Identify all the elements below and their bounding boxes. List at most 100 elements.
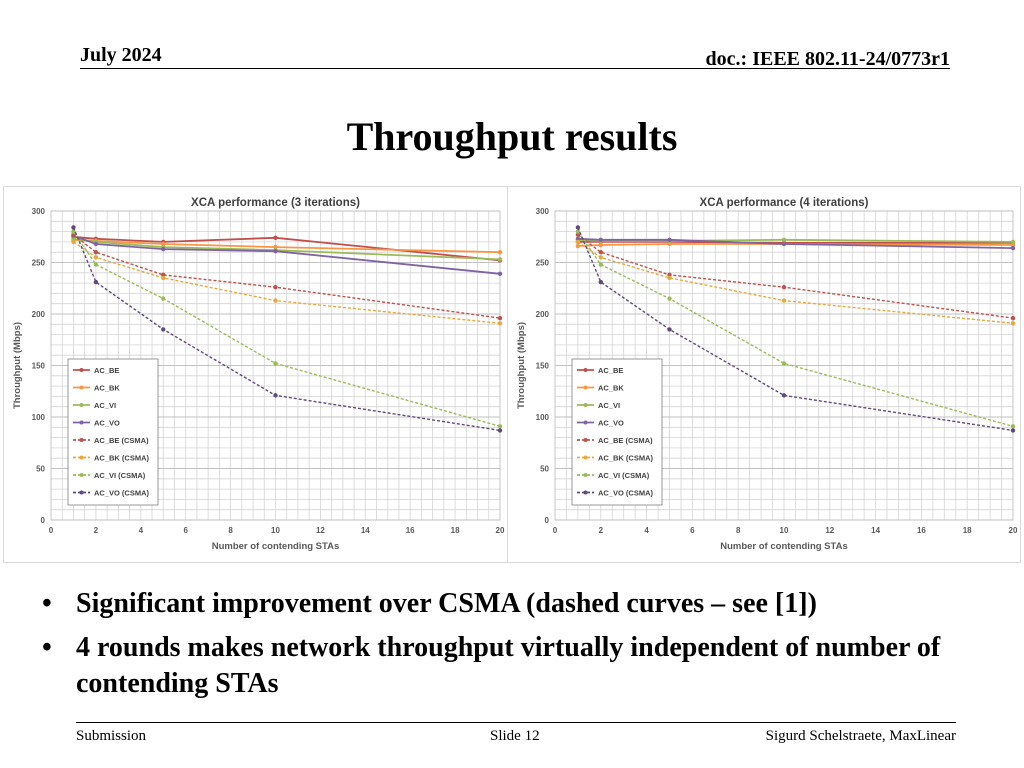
footer-submission: Submission bbox=[76, 728, 147, 744]
data-point bbox=[1010, 242, 1016, 248]
x-tick-label: 10 bbox=[780, 526, 789, 535]
x-tick-label: 4 bbox=[139, 526, 144, 535]
legend-box bbox=[571, 358, 663, 506]
data-point bbox=[273, 361, 278, 366]
data-point bbox=[1010, 315, 1016, 321]
data-point bbox=[497, 271, 503, 277]
legend-marker bbox=[583, 368, 588, 372]
x-tick-label: 0 bbox=[49, 526, 54, 535]
y-tick-label: 200 bbox=[32, 310, 46, 319]
x-tick-label: 6 bbox=[690, 526, 695, 535]
data-point bbox=[781, 285, 787, 290]
data-point bbox=[781, 393, 787, 398]
x-tick-label: 8 bbox=[228, 526, 233, 535]
data-point bbox=[71, 225, 76, 230]
data-point bbox=[161, 246, 166, 252]
y-tick-label: 300 bbox=[536, 207, 550, 216]
header-doc-id: doc.: IEEE 802.11-24/0773r1 bbox=[705, 48, 950, 70]
data-point bbox=[497, 321, 503, 326]
data-point bbox=[497, 424, 503, 429]
legend-marker bbox=[79, 490, 84, 495]
legend-marker bbox=[79, 403, 84, 407]
legend-marker bbox=[79, 385, 84, 390]
chart-panel-4-iterations: XCA performance (4 iterations) 0 50 100 150 2… bbox=[507, 186, 1021, 563]
header-date: July 2024 bbox=[80, 44, 162, 66]
plot-area bbox=[50, 210, 501, 521]
footer-slide-number: Slide 12 bbox=[490, 728, 540, 744]
legend-marker bbox=[583, 403, 588, 407]
data-point bbox=[575, 225, 581, 230]
legend-label: AC_VO bbox=[598, 419, 624, 428]
x-tick-label: 14 bbox=[871, 526, 880, 535]
data-point bbox=[598, 242, 603, 248]
bullet-dot-icon: • bbox=[42, 588, 52, 619]
legend-marker bbox=[79, 455, 84, 460]
data-point bbox=[93, 255, 99, 260]
data-point bbox=[667, 237, 672, 243]
data-point bbox=[497, 428, 503, 433]
data-point bbox=[273, 248, 278, 254]
data-point bbox=[273, 244, 278, 250]
data-point bbox=[781, 298, 787, 303]
x-tick-label: 4 bbox=[644, 526, 649, 535]
data-point bbox=[575, 236, 581, 242]
y-tick-label: 150 bbox=[32, 362, 46, 371]
y-tick-label: 100 bbox=[32, 413, 46, 422]
series-line bbox=[73, 234, 501, 319]
y-tick-label: 50 bbox=[540, 465, 549, 474]
data-point bbox=[273, 285, 278, 290]
y-tick-label: 300 bbox=[32, 207, 46, 216]
data-point bbox=[273, 393, 278, 398]
data-point bbox=[1010, 239, 1016, 245]
legend-marker bbox=[79, 438, 84, 442]
data-point bbox=[161, 327, 166, 332]
data-point bbox=[273, 298, 278, 303]
legend-label: AC_BE bbox=[94, 366, 119, 375]
data-point bbox=[93, 279, 99, 285]
y-tick-label: 0 bbox=[41, 516, 46, 525]
x-axis-label: Number of contending STAs bbox=[212, 541, 340, 552]
legend-marker bbox=[583, 420, 588, 425]
legend-label: AC_BK (CSMA) bbox=[598, 454, 654, 463]
data-point bbox=[1010, 424, 1016, 429]
data-point bbox=[598, 262, 603, 267]
legend-marker bbox=[583, 473, 588, 477]
x-tick-label: 18 bbox=[963, 526, 972, 535]
bullet-item: • Significant improvement over CSMA (dash… bbox=[42, 586, 1002, 622]
data-point bbox=[598, 255, 603, 260]
legend-label: AC_VO (CSMA) bbox=[598, 489, 654, 498]
bullet-text: Significant improvement over CSMA (dashe… bbox=[76, 588, 817, 619]
data-point bbox=[71, 229, 76, 234]
data-point bbox=[93, 262, 99, 267]
data-point bbox=[93, 241, 99, 247]
data-point bbox=[598, 279, 603, 285]
data-point bbox=[71, 236, 76, 242]
y-tick-label: 250 bbox=[32, 259, 46, 268]
chart-4-iterations: XCA performance (4 iterations)0501001502… bbox=[516, 197, 1018, 552]
x-tick-label: 12 bbox=[316, 526, 325, 535]
x-tick-label: 16 bbox=[917, 526, 926, 535]
data-point bbox=[497, 257, 503, 262]
data-point bbox=[71, 239, 76, 245]
legend-marker bbox=[583, 385, 588, 390]
legend-label: AC_VO bbox=[94, 419, 120, 428]
legend-marker bbox=[583, 455, 588, 460]
chart-panel-3-iterations: XCA performance (3 iterations) 0 50 100 150 2… bbox=[3, 186, 508, 563]
x-axis-label: Number of contending STAs bbox=[720, 541, 848, 552]
legend-label: AC_BE bbox=[598, 366, 623, 375]
x-tick-label: 0 bbox=[553, 526, 558, 535]
data-point bbox=[667, 272, 672, 278]
x-tick-label: 2 bbox=[599, 526, 604, 535]
chart-3-iterations: XCA performance (3 iterations)0501001502… bbox=[12, 197, 505, 552]
legend-label: AC_VI bbox=[598, 401, 620, 410]
data-point bbox=[497, 315, 503, 321]
legend-marker bbox=[583, 438, 588, 442]
data-point bbox=[575, 229, 581, 234]
footer-rule bbox=[76, 722, 956, 723]
data-point bbox=[1010, 245, 1016, 251]
legend-marker bbox=[79, 368, 84, 372]
legend-label: AC_VI (CSMA) bbox=[94, 471, 146, 480]
y-tick-label: 100 bbox=[536, 413, 550, 422]
data-point bbox=[781, 361, 787, 366]
data-point bbox=[667, 296, 672, 301]
